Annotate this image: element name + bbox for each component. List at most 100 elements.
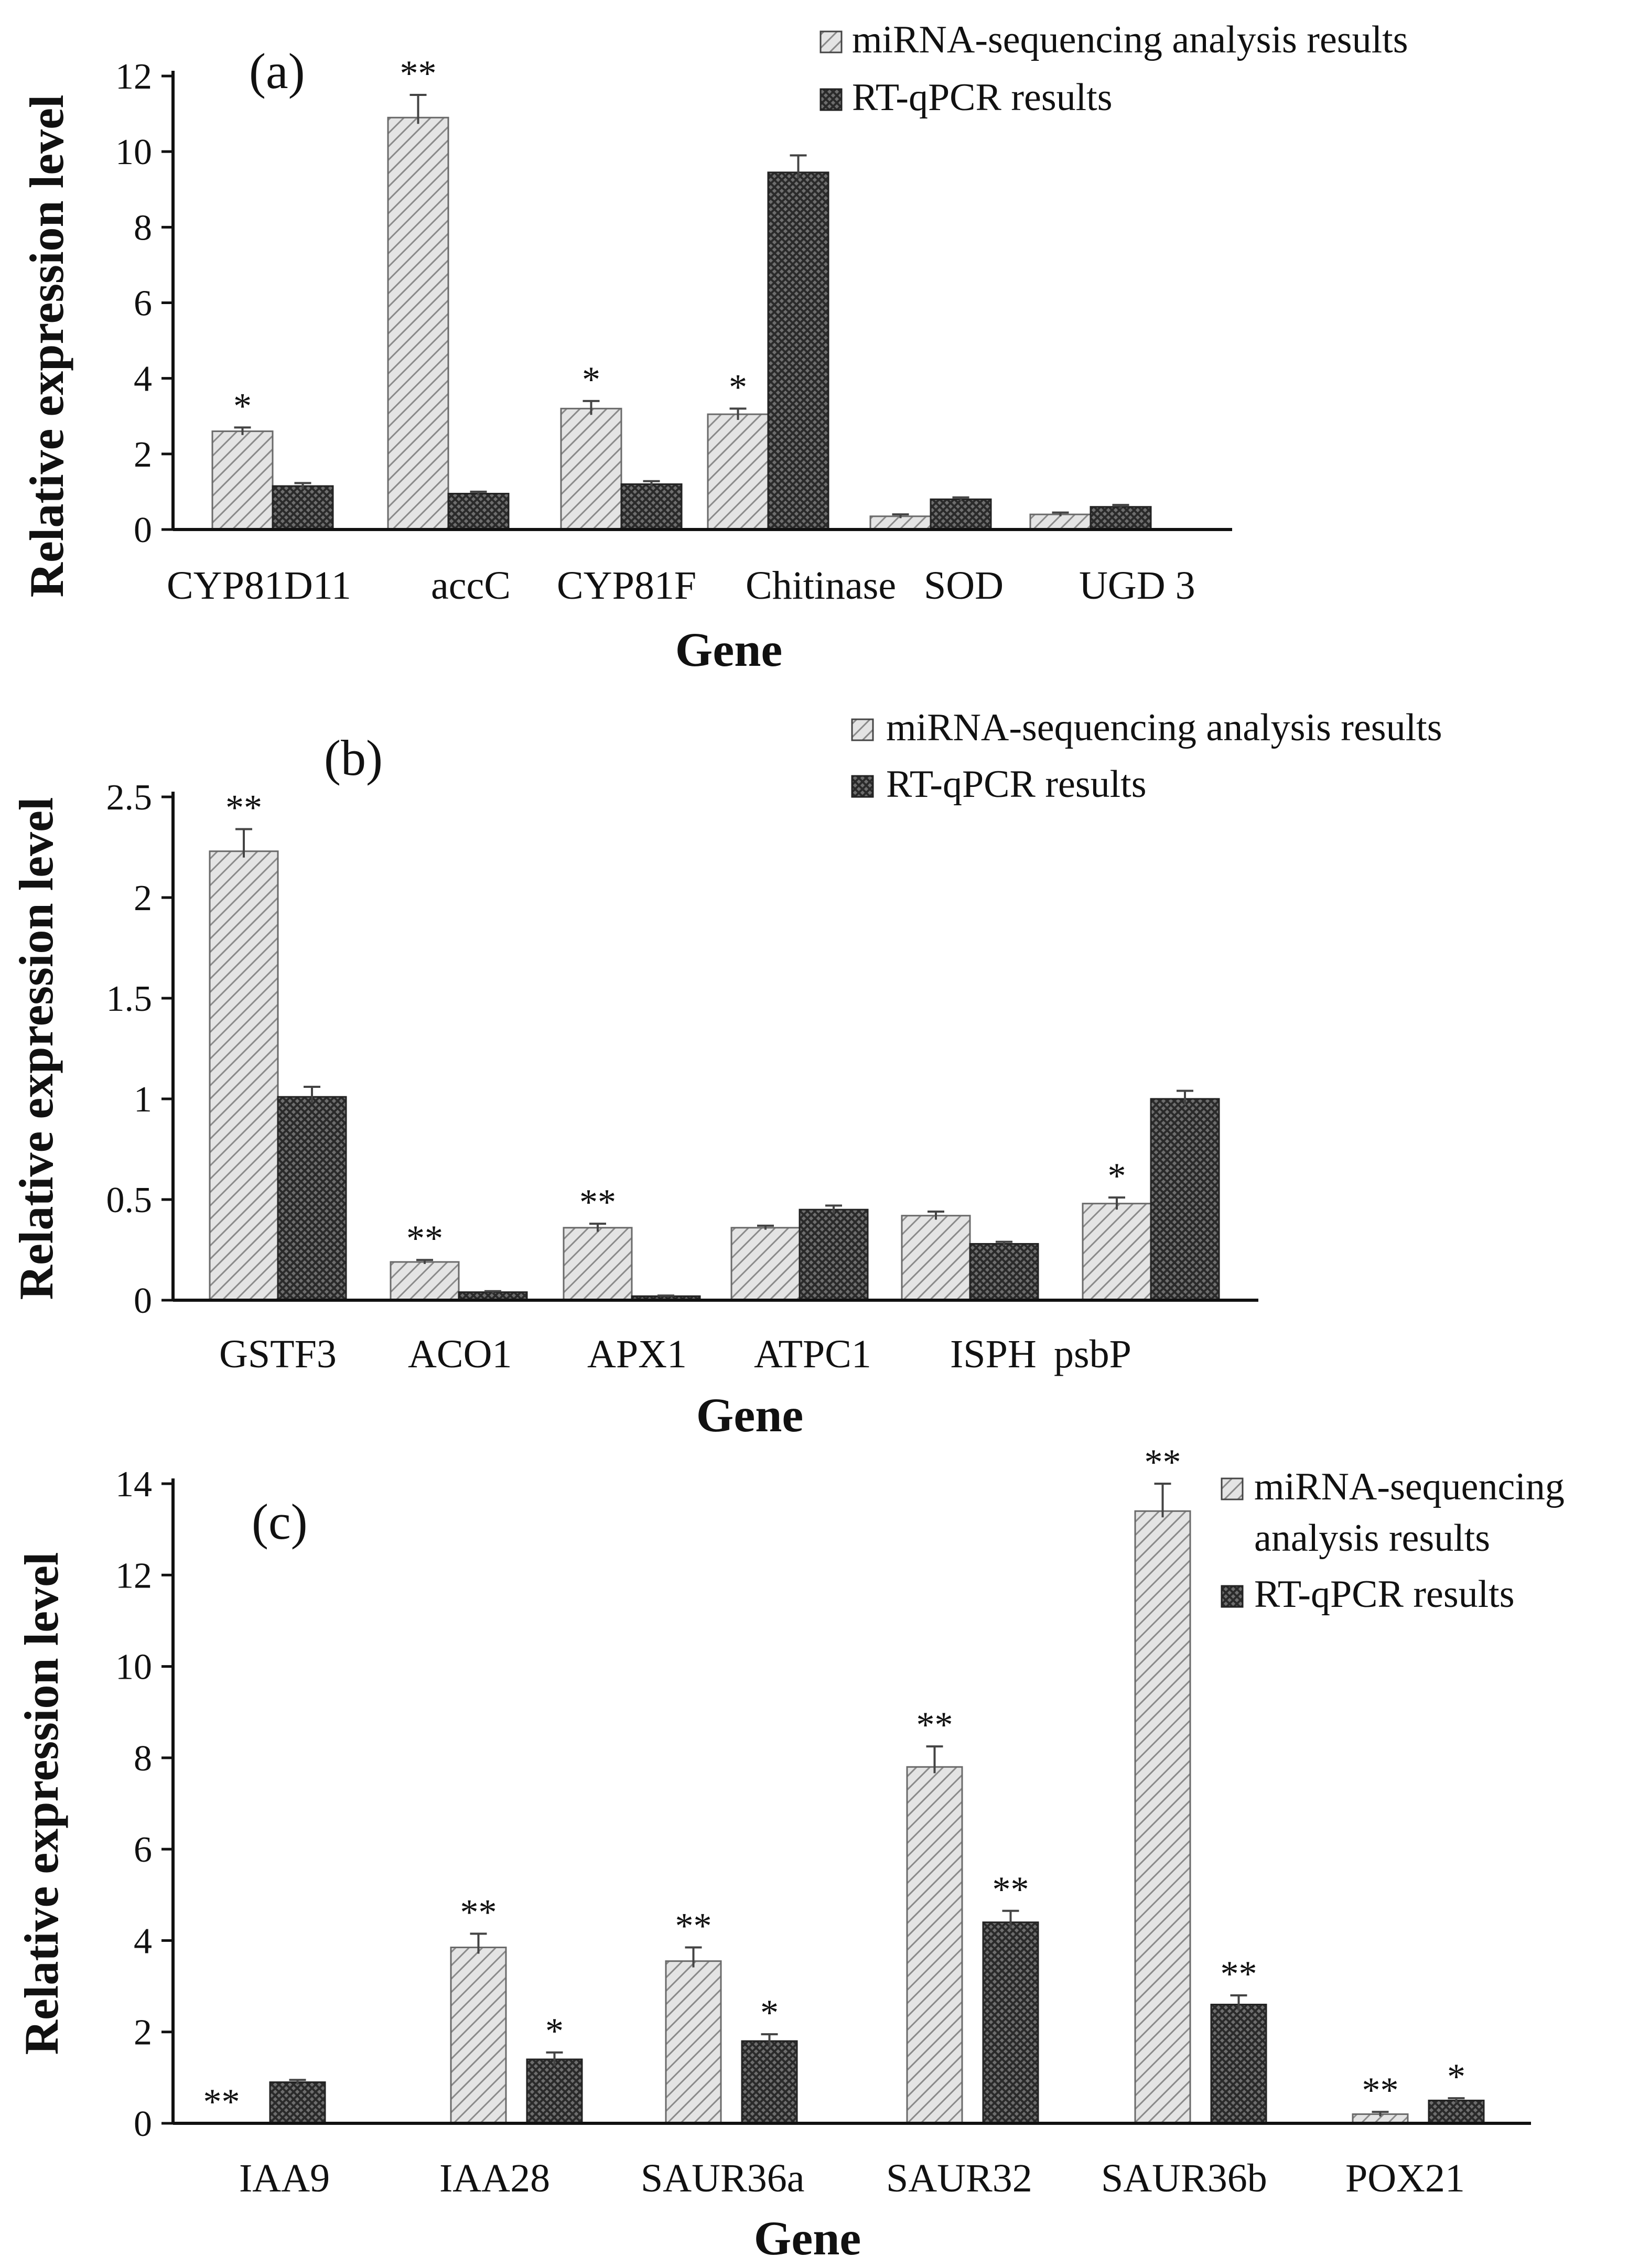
y-tick-label: 8 — [134, 1738, 152, 1779]
y-tick-label: 6 — [134, 1830, 152, 1870]
x-tick-label: SAUR36b — [1101, 2156, 1267, 2200]
x-tick-label: SAUR36a — [641, 2156, 804, 2200]
significance-stars: ****************** * — [203, 1442, 1466, 2122]
y-tick-label: 0 — [134, 2104, 152, 2144]
bar-mirna-seq — [563, 1227, 633, 1301]
significance-star: * — [760, 1993, 779, 2033]
x-axis-title: Gene — [675, 623, 782, 676]
y-tick-label: 10 — [115, 132, 152, 172]
bar-rt-qpcr — [1428, 2099, 1485, 2124]
bar-mirna-seq — [390, 1261, 460, 1301]
bar-rt-qpcr — [272, 485, 334, 531]
x-tick-label: IAA9 — [239, 2156, 330, 2200]
x-tick-label: CYP81D11 — [167, 564, 351, 608]
panel-label: (c) — [252, 1494, 308, 1550]
x-tick-label: APX1 — [587, 1332, 687, 1376]
legend-swatch-series2 — [820, 88, 843, 111]
x-tick-label: UGD 3 — [1079, 564, 1195, 608]
panel-b: 00.511.522.5 ******* (b) Relative expres… — [9, 706, 1442, 1442]
bar-mirna-seq — [869, 515, 932, 531]
significance-stars: ******* — [225, 787, 1126, 1259]
bar-rt-qpcr — [269, 2081, 326, 2124]
y-axis-title: Relative expression level — [15, 1552, 68, 2055]
axes — [171, 71, 1232, 531]
legend-swatch-series2 — [1221, 1585, 1244, 1608]
y-tick-label: 12 — [115, 1556, 152, 1596]
legend-label-series1-line1: miRNA-sequencing — [1254, 1465, 1565, 1508]
x-tick-label: Chitinase — [746, 564, 896, 608]
significance-star: * — [1108, 1156, 1126, 1196]
bar-mirna-seq — [560, 407, 622, 531]
y-axis-ticks: 0 2 4 6 8 10 12 14 — [115, 1464, 173, 2144]
bar-mirna-seq — [730, 1227, 801, 1301]
y-tick-label: 6 — [134, 284, 152, 324]
panel-label: (b) — [324, 730, 383, 786]
bar-rt-qpcr — [1090, 506, 1152, 531]
bar-rt-qpcr — [526, 2058, 583, 2124]
x-tick-label: IAA28 — [439, 2156, 550, 2200]
significance-star: * — [233, 386, 252, 426]
x-tick-label: ACO1 — [408, 1332, 512, 1376]
y-tick-label: 0.5 — [106, 1180, 153, 1221]
bar-mirna-seq — [1029, 513, 1092, 531]
y-tick-label: 14 — [115, 1464, 152, 1505]
y-axis-title: Relative expression level — [9, 797, 63, 1300]
bar-mirna-seq — [211, 430, 274, 531]
significance-star: * — [729, 367, 747, 407]
legend-label-series2: RT-qPCR results — [852, 76, 1113, 119]
y-tick-label: 2 — [134, 435, 152, 475]
y-axis-title: Relative expression level — [20, 95, 73, 598]
legend: miRNA-sequencing analysis results RT-qPC… — [820, 18, 1408, 119]
bar-rt-qpcr — [447, 493, 510, 531]
x-tick-label: ATPC1 — [754, 1332, 871, 1376]
legend-label-series1: miRNA-sequencing analysis results — [886, 706, 1442, 749]
axes — [171, 1478, 1531, 2125]
bar-rt-qpcr — [982, 1921, 1039, 2124]
y-tick-label: 12 — [115, 57, 152, 97]
x-tick-label: psbP — [1054, 1332, 1131, 1376]
significance-star: ** — [579, 1182, 616, 1223]
bar-rt-qpcr — [930, 498, 992, 531]
bar-rt-qpcr — [1210, 2003, 1267, 2124]
x-category-labels: GSTF3 ACO1 APX1 ATPC1 ISPH psbP — [219, 1332, 1131, 1376]
significance-star: ** — [460, 1892, 497, 1932]
significance-star: ** — [1362, 2070, 1399, 2111]
significance-star: * — [545, 2011, 564, 2051]
significance-star: ** — [1221, 1954, 1257, 1994]
x-tick-label: POX21 — [1345, 2156, 1465, 2200]
x-category-labels: CYP81D11 accC CYP81F Chitinase SOD UGD 3 — [167, 564, 1195, 608]
significance-star: * — [582, 360, 600, 400]
bar-mirna-seq — [665, 1960, 722, 2124]
legend-swatch-series2 — [851, 775, 874, 798]
legend-swatch-series1 — [1221, 1477, 1244, 1500]
legend-label-series2: RT-qPCR results — [1254, 1573, 1515, 1616]
bar-mirna-seq — [1082, 1203, 1152, 1301]
bars — [209, 828, 1220, 1301]
bar-rt-qpcr — [799, 1208, 869, 1301]
y-tick-label: 10 — [115, 1647, 152, 1688]
bar-mirna-seq — [906, 1766, 963, 2124]
x-category-labels: IAA9 IAA28 SAUR36a SAUR32 SAUR36b POX21 — [239, 2156, 1465, 2200]
y-tick-label: 1 — [134, 1079, 152, 1120]
x-axis-title: Gene — [696, 1388, 803, 1442]
bar-rt-qpcr — [620, 483, 683, 531]
x-tick-label: ISPH — [950, 1332, 1037, 1376]
significance-star: ** — [203, 2082, 240, 2122]
bar-rt-qpcr — [767, 171, 829, 531]
legend-label-series2: RT-qPCR results — [886, 763, 1147, 806]
bar-rt-qpcr — [277, 1096, 347, 1301]
legend: miRNA-sequencing analysis results RT-qPC… — [851, 706, 1442, 806]
x-tick-label: GSTF3 — [219, 1332, 337, 1376]
legend-label-series1-line2: analysis results — [1254, 1517, 1490, 1560]
bars — [269, 1483, 1485, 2124]
axes — [171, 792, 1258, 1302]
significance-star: ** — [993, 1870, 1029, 1910]
y-tick-label: 2 — [134, 2013, 152, 2053]
significance-star: ** — [675, 1906, 712, 1947]
y-axis-ticks: 0 0.5 1 1.5 2 2.5 — [106, 777, 173, 1321]
y-tick-label: 8 — [134, 208, 152, 248]
y-tick-label: 1.5 — [106, 979, 153, 1019]
